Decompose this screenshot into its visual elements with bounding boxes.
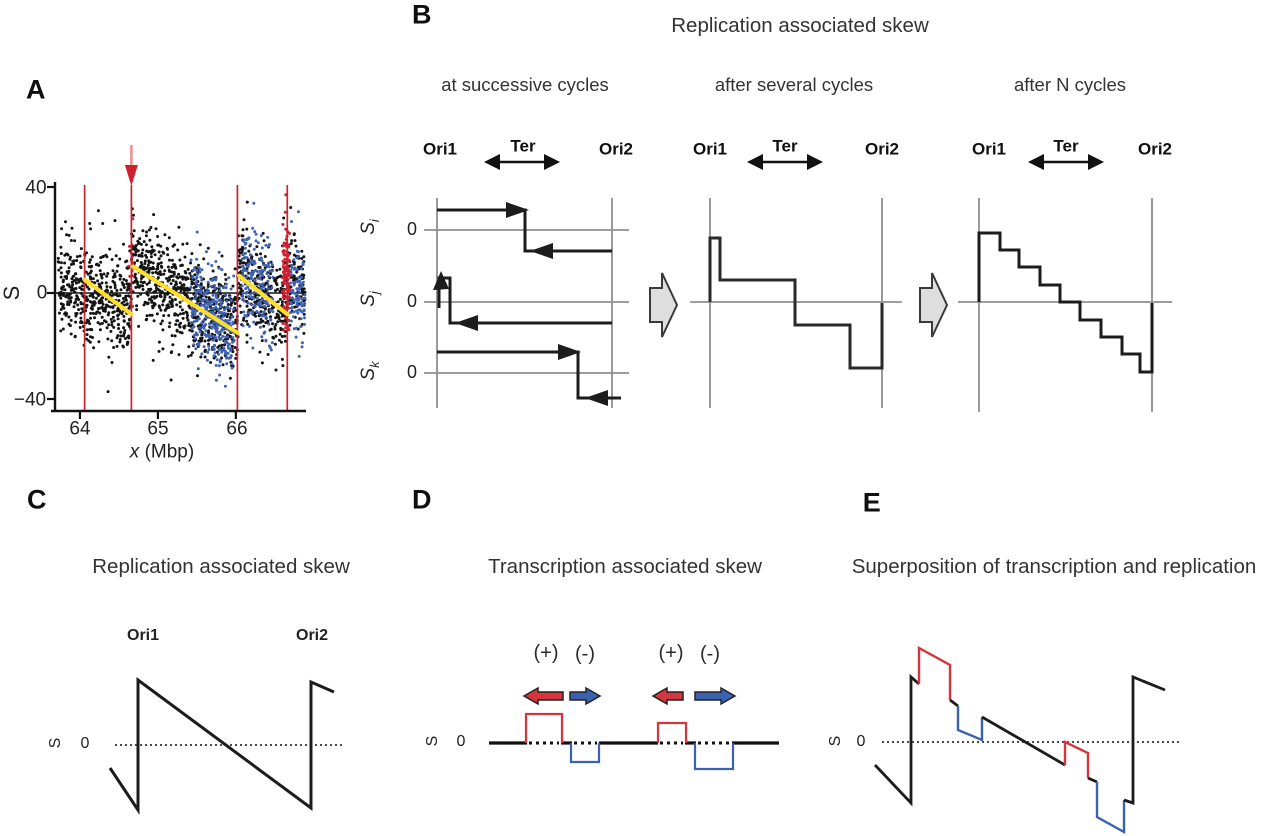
panel-e-label: E	[862, 487, 882, 518]
panel-a-x-axis-title: x (Mbp)	[130, 443, 194, 462]
panel-c-title: Replication associated skew	[92, 554, 350, 578]
panel-b-stage-3: after N cycles	[1013, 73, 1127, 95]
panel-c-ori1: Ori1	[126, 627, 160, 644]
panel-d-title: Transcription associated skew	[488, 554, 762, 578]
panel-d-minus-1: (-)	[575, 643, 595, 665]
sj-subscript-text: j	[366, 291, 382, 295]
panel-b-right-ori2: Ori2	[1137, 139, 1173, 159]
panel-b-mid-ter: Ter	[772, 136, 798, 156]
panel-a-label: A	[26, 74, 46, 105]
sj-base: S	[358, 294, 380, 307]
panel-a-geometry	[47, 145, 307, 419]
panel-c-y-axis-title: S	[47, 737, 64, 749]
panel-d-plus-2: (+)	[658, 642, 684, 664]
panel-a-xtick-64: 64	[69, 418, 91, 440]
panel-b-row-label-sj: Sj	[358, 291, 382, 307]
panel-a-ytick-40: 40	[25, 177, 47, 199]
sk-base: S	[358, 367, 380, 381]
panel-b-left-ter: Ter	[510, 136, 536, 156]
panel-b-mid-ori1: Ori1	[692, 139, 728, 159]
panel-a-xtick-65: 65	[147, 418, 169, 440]
panel-b-mid-ori2: Ori2	[864, 139, 900, 159]
panel-a-ytick-neg40: −40	[13, 389, 47, 411]
panel-b-label: B	[412, 0, 432, 30]
panel-a-y-axis-title: S	[0, 285, 24, 301]
panel-a-ytick-0: 0	[36, 282, 48, 304]
panel-b-row-label-sk: Sk	[358, 361, 382, 381]
x-axis-title-variable: x	[129, 441, 140, 463]
sj-subscript: j	[367, 291, 382, 294]
panel-b-right-ter: Ter	[1053, 136, 1079, 156]
panel-d-plus-1: (+)	[533, 642, 559, 664]
panel-b-stage-1: at successive cycles	[441, 73, 609, 95]
panel-d-y-axis-title: S	[424, 735, 441, 747]
x-axis-title-unit: (Mbp)	[139, 441, 195, 463]
panel-a-xtick-66: 66	[226, 418, 248, 440]
panel-c-geometry	[108, 677, 345, 815]
panel-e-geometry	[873, 645, 1180, 835]
panel-d-geometry	[489, 686, 779, 771]
sk-subscript: k	[367, 361, 382, 368]
panel-b-zero-sk: 0	[406, 362, 418, 382]
si-subscript-text: i	[366, 219, 382, 223]
panel-b-zero-sj: 0	[406, 291, 418, 311]
panel-b-row-label-si: Si	[358, 219, 382, 235]
panel-e-zero: 0	[856, 733, 866, 750]
panel-c-label: C	[27, 484, 47, 515]
panel-c-zero: 0	[80, 735, 90, 752]
panel-c-ori2: Ori2	[295, 627, 329, 644]
panel-b-left-ori1: Ori1	[422, 139, 458, 159]
panel-d-zero: 0	[456, 733, 466, 750]
panel-b-left-ori2: Ori2	[598, 139, 634, 159]
panel-b-right-ori1: Ori1	[971, 139, 1007, 159]
si-subscript: i	[367, 219, 382, 222]
panel-e-title: Superposition of transcription and repli…	[851, 554, 1257, 578]
panel-b-zero-si: 0	[406, 219, 418, 239]
panel-b-geometry	[424, 154, 1172, 412]
panel-b-stage-2: after several cycles	[714, 73, 874, 95]
panel-d-minus-2: (-)	[700, 643, 720, 665]
panel-b-title: Replication associated skew	[671, 13, 929, 37]
si-base: S	[358, 222, 380, 235]
panel-d-label: D	[412, 484, 432, 515]
panel-e-y-axis-title: S	[827, 735, 844, 747]
sk-subscript-text: k	[366, 361, 382, 368]
